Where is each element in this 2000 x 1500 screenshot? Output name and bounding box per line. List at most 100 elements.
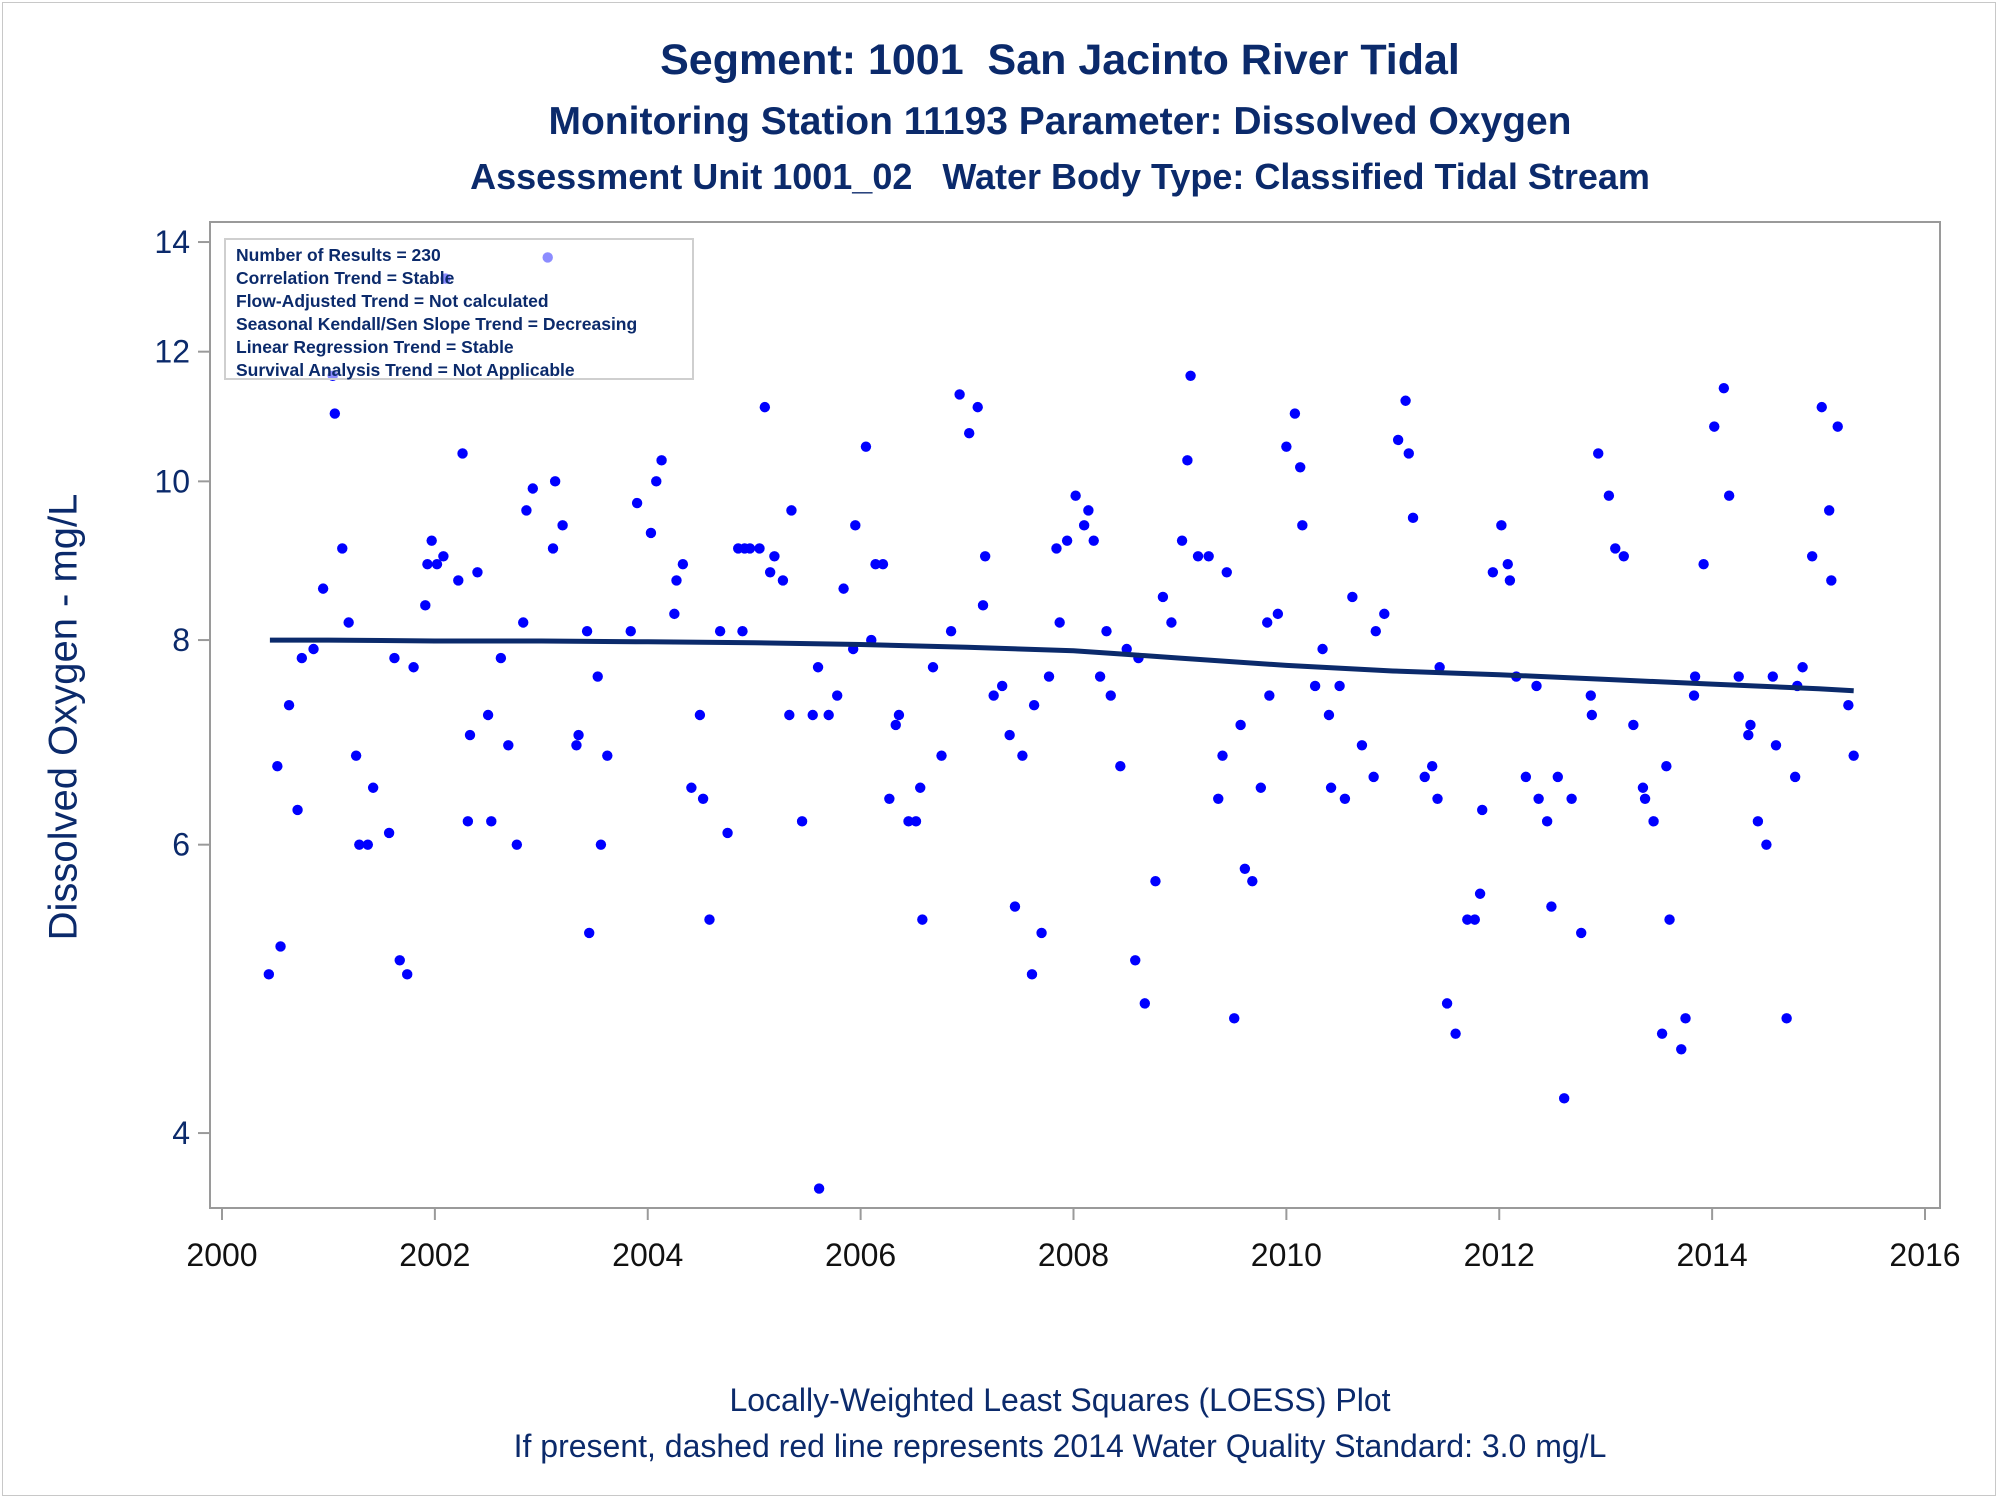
y-axis: 4 6 8 10 12 14 (154, 224, 210, 1151)
data-point (1026, 969, 1038, 980)
data-point (807, 709, 818, 721)
data-point (656, 455, 667, 466)
data-point (1185, 370, 1196, 381)
data-point (1297, 520, 1308, 531)
data-point (1770, 740, 1782, 751)
data-point (367, 782, 379, 793)
data-point (462, 816, 474, 827)
data-point (1088, 535, 1099, 546)
data-point (263, 969, 275, 980)
legend-item: Survival Analysis Trend = Not Applicable (236, 360, 575, 380)
data-point (1496, 520, 1507, 531)
data-point (1761, 839, 1772, 850)
legend-item: Linear Regression Trend = Stable (236, 337, 514, 357)
data-point (1176, 535, 1188, 546)
data-point (1028, 699, 1040, 711)
data-point (645, 527, 657, 539)
data-point (686, 782, 697, 793)
data-point (472, 567, 483, 578)
data-point (1289, 408, 1301, 419)
data-point (1718, 382, 1730, 394)
data-point (694, 709, 706, 721)
legend-item: Seasonal Kendall/Sen Slope Trend = Decre… (236, 314, 638, 334)
data-point (1610, 543, 1621, 554)
data-point (1139, 998, 1151, 1009)
data-point (354, 839, 365, 850)
data-point (394, 955, 405, 966)
data-point (1789, 771, 1801, 783)
data-point (389, 652, 400, 664)
trend-legend: Number of Results = 230 Correlation Tren… (224, 238, 694, 380)
y-tick-label: 4 (172, 1115, 190, 1151)
data-point (308, 643, 319, 655)
data-point (1639, 793, 1651, 804)
data-point (1101, 626, 1112, 637)
data-point (1054, 617, 1065, 628)
data-point (1637, 782, 1649, 793)
data-point (431, 559, 443, 570)
data-point (1552, 771, 1563, 783)
data-point (877, 559, 889, 570)
data-point (1323, 709, 1335, 721)
data-point (945, 626, 957, 637)
data-point (1130, 955, 1141, 966)
data-point (812, 662, 824, 673)
data-point (1004, 729, 1015, 741)
data-point (1680, 1013, 1691, 1024)
data-point (329, 408, 341, 419)
footnote-loess: Locally-Weighted Least Squares (LOESS) P… (729, 1382, 1391, 1418)
data-point (954, 389, 965, 400)
data-point (1281, 441, 1292, 452)
x-tick-label: 2006 (825, 1237, 896, 1273)
data-point (426, 535, 437, 546)
data-point (972, 401, 983, 413)
x-tick-label: 2014 (1677, 1237, 1748, 1273)
data-point (744, 543, 756, 554)
data-point (1213, 793, 1224, 804)
data-point (1688, 690, 1700, 701)
data-point (482, 709, 494, 721)
data-point (1603, 490, 1615, 501)
data-point (870, 559, 881, 570)
data-point (1781, 1013, 1792, 1024)
data-point (704, 914, 715, 925)
data-point (737, 626, 748, 637)
data-point (1576, 927, 1587, 939)
loess-trend (269, 637, 1854, 694)
data-point (1356, 740, 1368, 751)
y-tick-label: 14 (154, 224, 190, 260)
data-point (1816, 401, 1827, 413)
data-point (1370, 626, 1381, 637)
data-point (1648, 816, 1659, 827)
data-point (1826, 575, 1837, 586)
data-point (1262, 617, 1273, 628)
data-point (1434, 662, 1445, 673)
data-point (697, 793, 709, 804)
data-point (1157, 591, 1169, 603)
data-point (1221, 567, 1232, 578)
data-point (1462, 914, 1473, 925)
x-tick-label: 2008 (1038, 1237, 1109, 1273)
data-point (651, 476, 662, 487)
data-point (1546, 901, 1557, 912)
data-point (823, 709, 834, 721)
data-point (1733, 671, 1744, 682)
data-point (1723, 490, 1735, 501)
data-point (503, 740, 514, 751)
x-tick-label: 2010 (1251, 1237, 1322, 1273)
data-point (1094, 671, 1106, 682)
chart-subtitle-assessment: Assessment Unit 1001_02 Water Body Type:… (470, 156, 1650, 197)
data-point (722, 827, 733, 839)
data-point (1239, 863, 1251, 874)
data-point (813, 1183, 825, 1194)
data-point (592, 671, 603, 682)
data-point (1264, 690, 1275, 701)
data-point (1317, 643, 1328, 655)
x-tick-label: 2012 (1464, 1237, 1535, 1273)
data-point (1533, 793, 1544, 804)
data-point (784, 709, 795, 721)
data-point (1334, 680, 1345, 692)
data-point (1743, 729, 1754, 741)
data-point (571, 740, 582, 751)
